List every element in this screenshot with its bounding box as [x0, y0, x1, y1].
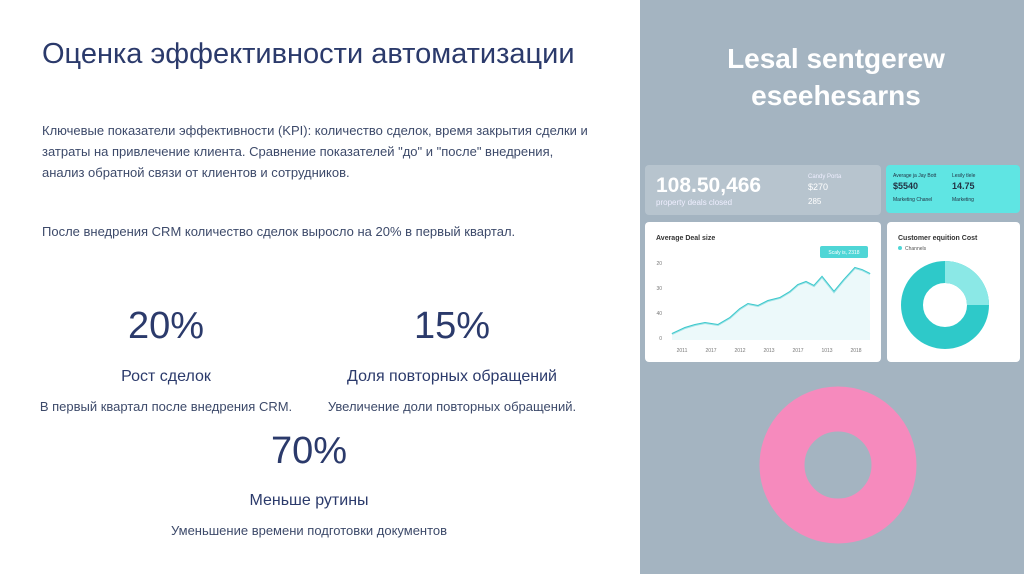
card-number: 108.50,466	[656, 174, 761, 197]
stat-value: 20%	[127, 305, 205, 347]
x-tick-label: 1013	[821, 348, 832, 354]
y-tick-label: 30	[656, 286, 662, 292]
y-tick-label: 0	[659, 336, 662, 342]
card-title: Customer equition Cost	[898, 235, 978, 242]
x-tick-label: 2018	[850, 348, 861, 354]
card-text: $270	[808, 182, 828, 192]
card-text: $5540	[893, 181, 918, 191]
x-tick-label: 2013	[763, 348, 774, 354]
stat-label: Меньше рутины	[249, 492, 369, 509]
card-text: 285	[808, 197, 822, 206]
stat-label: Доля повторных обращений	[347, 368, 557, 385]
card-text: Candy Porta	[808, 174, 842, 180]
card-title: Average Deal size	[656, 235, 715, 242]
badge	[820, 246, 868, 258]
donut-segment	[944, 261, 989, 306]
paragraph: Ключевые показатели эффективности (KPI):…	[42, 123, 588, 180]
paragraph: После внедрения CRM количество сделок вы…	[42, 224, 516, 239]
card	[886, 165, 1020, 213]
stat-description: В первый квартал после внедрения CRM.	[39, 399, 293, 414]
stat-label: Рост сделок	[121, 368, 211, 385]
card-text: Marketing Chanel	[893, 197, 932, 203]
heading: Lesal sentgerew	[727, 43, 945, 74]
y-tick-label: 20	[656, 261, 662, 267]
x-tick-label: 2011	[677, 348, 688, 354]
legend-dot	[898, 246, 902, 250]
card-text: Marketing	[952, 197, 974, 203]
x-tick-label: 2012	[734, 348, 745, 354]
heading: eseehesarns	[751, 80, 921, 111]
area-decoration	[672, 268, 870, 340]
pink-donut	[759, 386, 917, 544]
stat-value: 15%	[413, 305, 491, 347]
x-tick-label: 2017	[705, 348, 716, 354]
y-tick-label: 40	[656, 311, 662, 317]
card-text: 14.75	[952, 181, 975, 191]
card	[645, 165, 881, 215]
x-tick-label: 2017	[792, 348, 803, 354]
dashboard-image: Lesal sentgerew eseehesarns 108.50,466 p…	[640, 0, 1024, 574]
card-text: Lesily tlele	[952, 173, 976, 179]
stat-description: Уменьшение времени подготовки документов	[170, 523, 448, 538]
legend-text: Channels	[905, 246, 927, 252]
card-caption: property deals closed	[656, 198, 732, 207]
title: Оценка эффективности автоматизации	[42, 38, 575, 70]
card-text: Average ja Jay Bott	[893, 173, 937, 179]
stat-description: Увеличение доли повторных обращений.	[327, 399, 577, 414]
badge-text: Scaly is, 2318	[828, 250, 859, 256]
stat-value: 70%	[270, 430, 348, 472]
